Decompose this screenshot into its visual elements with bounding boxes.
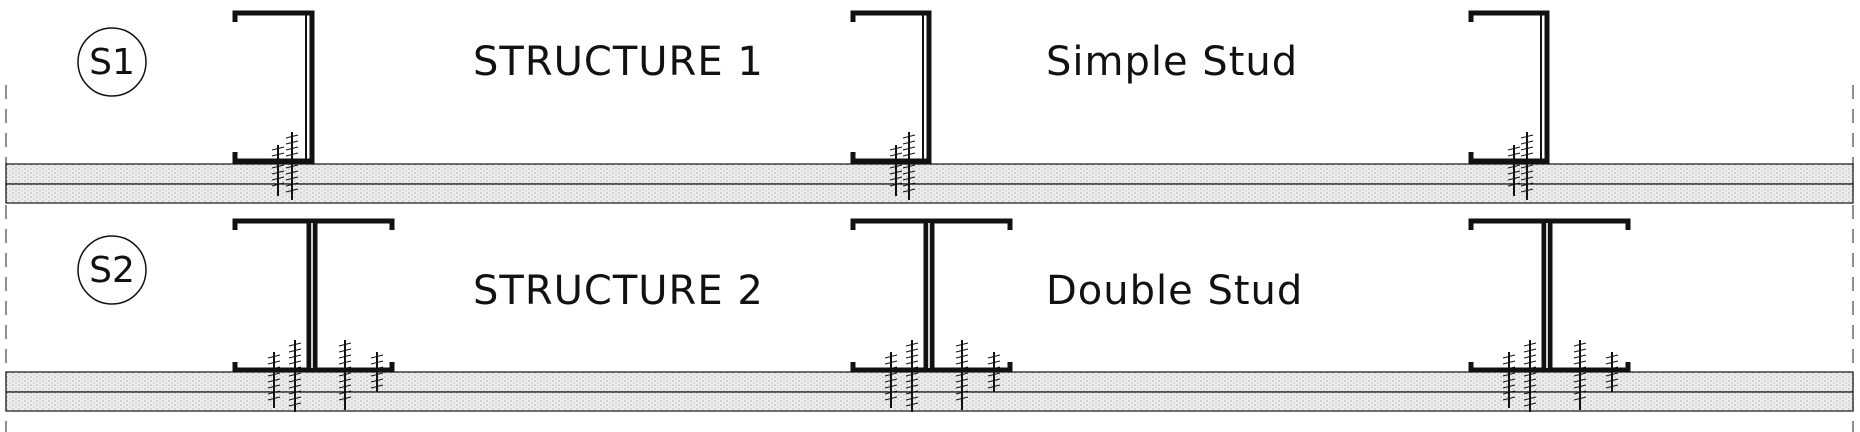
screw-icon: [987, 352, 1001, 392]
screw-icon: [271, 145, 285, 196]
plasterboard-layer-inner: [5, 391, 1854, 412]
screw-icon: [1507, 145, 1521, 196]
plasterboard-layers: [5, 163, 1854, 204]
screw-icon: [267, 352, 281, 408]
screw-icon: [1605, 352, 1619, 392]
screw-icon: [338, 340, 352, 410]
row-marker-label: S1: [89, 42, 135, 83]
plasterboard-layers: [5, 371, 1854, 412]
row-marker-circle: [77, 27, 147, 97]
screw-icon: [285, 132, 299, 200]
stud-double-1: [232, 218, 395, 412]
structure-row-1: S1 STRUCTURE 1 Simple Stud: [5, 10, 1854, 204]
screw-icon: [370, 352, 384, 392]
stud-single-1: [232, 10, 315, 200]
screw-icon: [1520, 132, 1534, 200]
row-marker-circle: [77, 235, 147, 305]
row-marker-label: S2: [89, 250, 135, 291]
stud-double-2: [850, 218, 1013, 412]
stud-single-2: [850, 10, 932, 200]
structure-title: STRUCTURE 1: [473, 39, 764, 85]
structure-row-2: S2 STRUCTURE 2 Double Stud: [5, 218, 1854, 412]
screw-icon: [288, 340, 302, 412]
screw-icon: [902, 132, 916, 200]
screw-icon: [1502, 352, 1516, 408]
stud-single-3: [1468, 10, 1550, 200]
screw-icon: [889, 145, 903, 196]
screw-icon: [955, 340, 969, 410]
structure-subtitle: Double Stud: [1046, 268, 1303, 314]
plasterboard-layer-outer: [5, 163, 1854, 185]
plasterboard-layer-inner: [5, 183, 1854, 204]
stud-double-3: [1468, 218, 1631, 412]
screw-icon: [884, 352, 898, 408]
screw-icon: [905, 340, 919, 412]
structure-title: STRUCTURE 2: [473, 268, 764, 314]
structure-subtitle: Simple Stud: [1046, 39, 1298, 85]
screw-icon: [1573, 340, 1587, 410]
screw-icon: [1523, 340, 1537, 412]
